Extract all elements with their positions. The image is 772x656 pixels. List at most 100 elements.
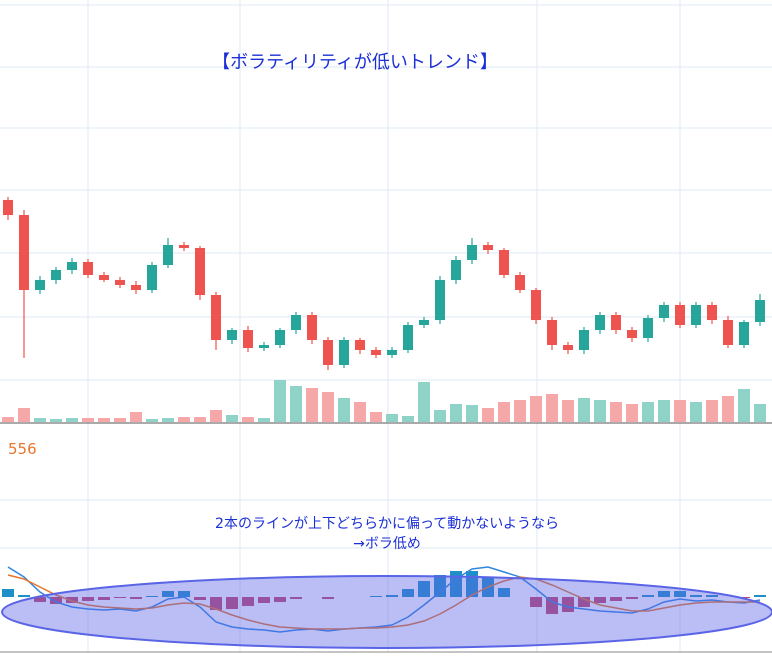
volume-bar	[466, 405, 478, 422]
histogram-bar	[258, 597, 270, 603]
volume-bar	[546, 394, 558, 422]
volume-bar	[626, 404, 638, 422]
volume-bar	[194, 417, 206, 422]
volume-bar	[338, 398, 350, 422]
volume-bar	[114, 418, 126, 422]
candle-body	[67, 262, 77, 270]
candle-body	[611, 315, 621, 330]
volume-bar	[514, 400, 526, 422]
volume-bar	[322, 392, 334, 422]
candle-body	[3, 200, 13, 215]
histogram-bar	[386, 595, 398, 597]
candle-body	[99, 275, 109, 280]
volume-bar	[578, 398, 590, 422]
histogram-bar	[754, 595, 766, 597]
histogram-bar	[226, 597, 238, 609]
candle-body	[19, 215, 29, 290]
volume-bar	[130, 412, 142, 422]
candle-body	[515, 275, 525, 290]
candle-body	[403, 325, 413, 350]
histogram-bar	[434, 575, 446, 597]
volume-bar	[178, 417, 190, 422]
volume-bar	[674, 400, 686, 422]
volume-bar	[482, 408, 494, 422]
candle-body	[483, 245, 493, 250]
candle-body	[707, 305, 717, 320]
candle-body	[627, 330, 637, 338]
volume-bar	[530, 396, 542, 422]
candle-body	[659, 305, 669, 318]
highlight-ellipse	[1, 575, 772, 649]
histogram-bar	[626, 597, 638, 599]
candle-body	[115, 280, 125, 285]
candle-body	[83, 262, 93, 275]
volume-bar	[82, 418, 94, 422]
candle-body	[563, 345, 573, 350]
candle-body	[467, 245, 477, 260]
histogram-bar	[162, 591, 174, 597]
volume-bar	[146, 419, 158, 422]
candle-body	[275, 330, 285, 345]
histogram-bar	[562, 597, 574, 612]
volume-bar	[386, 414, 398, 422]
indicator-label: 556	[8, 440, 37, 458]
candle-body	[419, 320, 429, 325]
histogram-bar	[674, 591, 686, 597]
candle-body	[227, 330, 237, 340]
histogram-bar	[146, 596, 158, 597]
candle-body	[499, 250, 509, 275]
histogram-bar	[370, 596, 382, 597]
histogram-bar	[546, 597, 558, 614]
histogram-bar	[690, 595, 702, 597]
candle-body	[723, 320, 733, 345]
volume-bar	[418, 382, 430, 422]
histogram-bar	[210, 597, 222, 610]
candle-body	[291, 315, 301, 330]
histogram-bar	[194, 597, 206, 600]
volume-bar	[274, 380, 286, 422]
candle-body	[691, 305, 701, 325]
candle-body	[131, 285, 141, 290]
candle-body	[243, 330, 253, 348]
histogram-bar	[402, 589, 414, 597]
candle-body	[675, 305, 685, 325]
volume-bar	[50, 419, 62, 422]
volume-bar	[722, 396, 734, 422]
volume-bar	[18, 408, 30, 422]
volume-bar	[98, 418, 110, 422]
indicator-line	[7, 566, 761, 633]
volume-bar	[610, 402, 622, 422]
candle-body	[739, 322, 749, 345]
candle-body	[547, 320, 557, 345]
histogram-bar	[98, 597, 110, 600]
volume-bar	[690, 402, 702, 422]
candle-body	[387, 350, 397, 355]
histogram-bar	[82, 597, 94, 601]
histogram-bar	[178, 591, 190, 597]
histogram-bar	[578, 597, 590, 607]
candle-body	[371, 350, 381, 355]
volume-bar	[562, 400, 574, 422]
histogram-bar	[610, 597, 622, 601]
volume-bar	[642, 402, 654, 422]
volume-bar	[258, 418, 270, 422]
volume-bar	[290, 386, 302, 422]
candle-body	[531, 290, 541, 320]
volume-bar	[162, 418, 174, 422]
volume-bar	[354, 402, 366, 422]
candle-body	[435, 280, 445, 320]
candle-body	[579, 330, 589, 350]
volume-bar	[450, 404, 462, 422]
volume-bar	[242, 417, 254, 422]
histogram-bar	[130, 597, 142, 599]
volume-bar	[738, 389, 750, 422]
histogram-bar	[18, 595, 30, 597]
candle-body	[643, 318, 653, 338]
volume-bar	[594, 400, 606, 422]
histogram-bar	[66, 597, 78, 603]
histogram-bar	[34, 597, 46, 602]
volume-bar	[34, 418, 46, 422]
histogram-bar	[658, 591, 670, 597]
histogram-bar	[274, 597, 286, 602]
